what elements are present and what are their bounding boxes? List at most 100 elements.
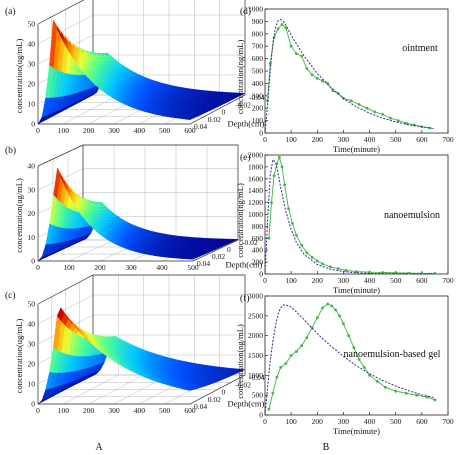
- z-tick-label: 40: [28, 320, 36, 329]
- x-tick-label: 400: [364, 417, 376, 426]
- data-point: [355, 270, 358, 273]
- panel-label: (d): [240, 6, 251, 17]
- x-tick-label: 200: [312, 417, 324, 426]
- y-tick-label: -0.04: [249, 93, 265, 102]
- x-tick-label: 500: [187, 263, 199, 272]
- z-tick-label: 10: [28, 100, 36, 109]
- y-tick-label: 2000: [248, 151, 263, 160]
- z-tick-label: 20: [28, 209, 36, 218]
- axis-frame: [37, 275, 246, 405]
- panel-label: (e): [240, 152, 251, 163]
- y-axis-label: concentration(ng/mL): [235, 40, 245, 115]
- y-axis-label: concentration(ng/mL): [235, 183, 245, 258]
- bottom-label-b: B: [323, 442, 330, 453]
- y-axis-label: concentration(ng/mL): [235, 324, 245, 399]
- y-tick-label: 100: [252, 116, 264, 125]
- x-tick-label: 500: [390, 417, 402, 426]
- panel-label: (c): [5, 290, 16, 301]
- data-point: [315, 316, 319, 320]
- x-tick-label: 300: [125, 263, 137, 272]
- y-tick-label: 800: [252, 29, 264, 38]
- x-tick-label: 300: [108, 406, 120, 415]
- x-tick-label: 700: [442, 276, 454, 285]
- surface-patch: [37, 398, 46, 405]
- data-point: [383, 385, 387, 389]
- data-point: [289, 354, 293, 357]
- fitted-curve: [264, 158, 435, 275]
- x-tick-label: 200: [94, 263, 106, 272]
- y-tick-label: 2000: [248, 331, 263, 340]
- x-tick-label: 0: [263, 135, 267, 144]
- y-tick-label: 0: [259, 270, 263, 279]
- data-point: [300, 344, 303, 347]
- x-tick-label: 200: [312, 135, 324, 144]
- data-point: [425, 395, 429, 399]
- data-point: [305, 336, 309, 339]
- y-tick-label: 0.04: [197, 259, 210, 268]
- grid-line: [68, 239, 115, 262]
- y-tick-label: -0.02: [235, 100, 251, 109]
- y-tick-label: 1400: [248, 186, 263, 195]
- x-tick-label: 0: [36, 406, 40, 415]
- z-tick-label: 30: [28, 340, 36, 349]
- data-point: [352, 346, 356, 349]
- panel-annotation: nanoemulsion: [384, 210, 440, 221]
- line-panel-d: 0 100 200 300 400 500 600 700 0 100 200 300 400 500 60…: [235, 5, 454, 155]
- z-tick-label: 30: [28, 185, 36, 194]
- y-tick-label: -0.02: [235, 380, 251, 389]
- z-tick-label: 20: [28, 360, 36, 369]
- y-tick-label: 200: [252, 258, 264, 267]
- data-point: [280, 165, 284, 169]
- data-point: [310, 255, 314, 259]
- x-tick-label: 500: [159, 406, 171, 415]
- x-tick-label: 100: [286, 135, 298, 144]
- z-tick-label: 10: [28, 380, 36, 389]
- x-tick-label: 100: [63, 263, 75, 272]
- panel-annotation: nanoemulsion-based gel: [344, 349, 441, 360]
- x-tick-label: 600: [416, 276, 428, 285]
- x-tick-label: 600: [416, 135, 428, 144]
- data-point: [295, 52, 298, 55]
- y-tick-label: 400: [252, 79, 264, 88]
- z-tick-label: 10: [28, 233, 36, 242]
- y-tick-label: 600: [252, 54, 264, 63]
- y-tick-label: 1000: [248, 5, 263, 14]
- x-tick-label: 400: [364, 276, 376, 285]
- y-tick-label: 1600: [248, 174, 263, 183]
- data-point: [284, 362, 288, 365]
- data-point: [362, 366, 366, 369]
- data-point: [315, 259, 319, 263]
- y-tick-label: 3000: [248, 292, 263, 301]
- line-panel-f: 0 100 200 300 400 500 600 700 0 500 1000 1500 2000 25…: [235, 292, 454, 437]
- data-point: [278, 156, 281, 159]
- data-point: [280, 23, 284, 26]
- x-axis-label: Time(minute): [333, 285, 380, 295]
- z-tick-label: 20: [28, 80, 36, 89]
- y-tick-label: -0.04: [249, 373, 265, 382]
- data-point: [407, 271, 411, 275]
- y-tick-label: 0.02: [208, 395, 221, 404]
- panel-annotation: ointment: [402, 43, 438, 54]
- experimental-curve: [267, 23, 430, 129]
- x-tick-label: 600: [184, 406, 196, 415]
- y-tick-label: 300: [252, 91, 264, 100]
- data-point: [389, 116, 392, 120]
- data-point: [334, 308, 337, 312]
- x-tick-label: 700: [442, 135, 454, 144]
- plot-frame: [264, 8, 449, 134]
- y-tick-label: 2500: [248, 311, 263, 320]
- x-tick-label: 100: [286, 276, 298, 285]
- data-point: [305, 251, 309, 255]
- x-tick-label: 200: [83, 406, 95, 415]
- y-tick-label: 0: [227, 245, 231, 254]
- x-tick-label: 0: [263, 276, 267, 285]
- data-point: [433, 398, 437, 402]
- fitted-curve: [264, 304, 436, 416]
- data-point: [295, 350, 298, 353]
- x-axis-label: Time(minute): [333, 144, 380, 154]
- x-tick-label: 600: [416, 417, 428, 426]
- x-tick-label: 100: [58, 126, 70, 135]
- data-point: [381, 113, 384, 116]
